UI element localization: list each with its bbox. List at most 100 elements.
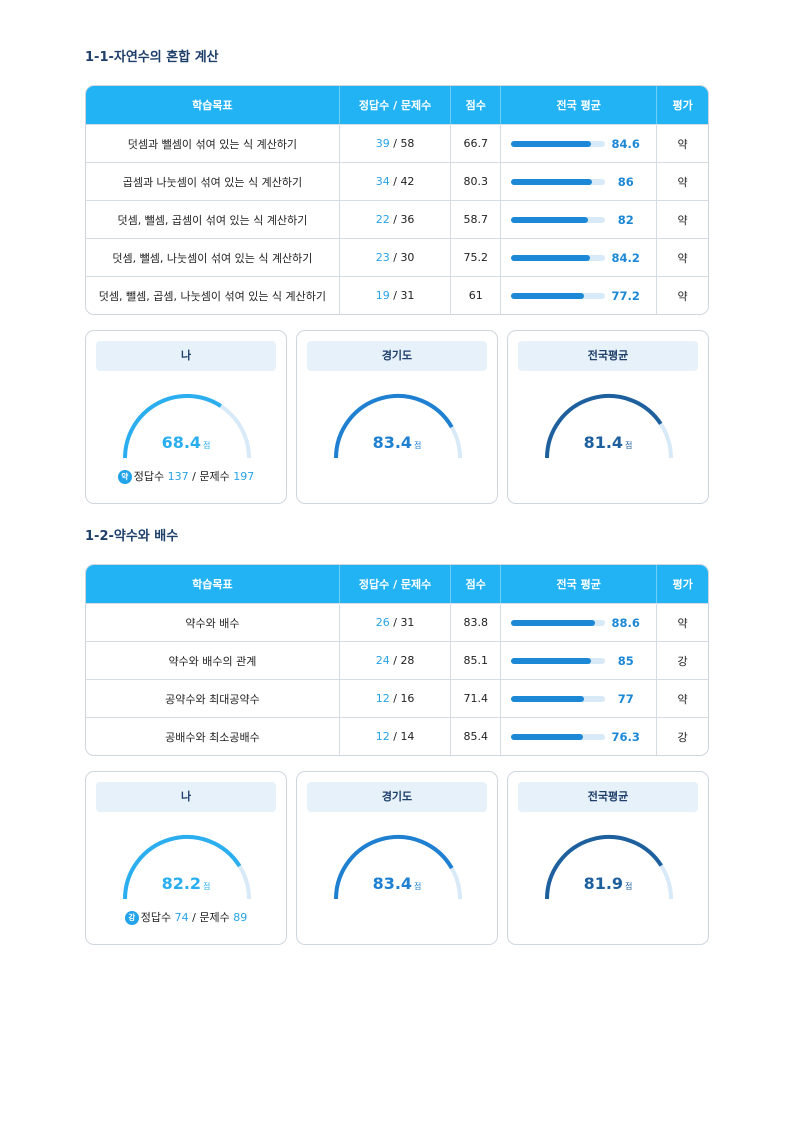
average-value: 82 [617,212,634,227]
score-display: 81.4 점 [508,433,708,452]
total-count: 36 [400,213,415,226]
total-label: 문제수 [199,911,230,924]
grade-cell: 약 [657,276,708,314]
national-average-cell: 86 [501,162,658,200]
goal-cell: 덧셈과 뺄셈이 섞여 있는 식 계산하기 [86,124,340,162]
score-cell: 66.7 [451,124,502,162]
score-unit: 점 [203,441,211,450]
national-average-cell: 85 [501,641,658,679]
correct-total-cell: 19 / 31 [339,276,452,314]
correct-count: 23 [375,251,390,264]
section-title: 1-2-약수와 배수 [85,529,179,544]
score-display: 81.9 점 [508,874,708,893]
average-bar [511,733,606,740]
average-bar [511,619,606,626]
national-score-card: 전국평균 81.9 점 [507,771,709,945]
correct-count: 12 [375,730,390,743]
header-score: 점수 [451,86,502,124]
header-score: 점수 [451,565,502,603]
header-goal: 학습목표 [86,86,340,124]
score-gauge [545,394,673,459]
goals-table: 학습목표 정답수 / 문제수 점수 전국 평균 평가 약수와 배수 26 / 31… [85,564,709,756]
national-average-cell: 88.6 [501,603,658,641]
average-value: 86 [617,174,634,189]
table-row: 약수와 배수의 관계 24 / 28 85.1 85 강 [86,641,708,679]
score-cards: 나 82.2 점 강 정답수 74 / 문제수 89 경기도 83.4 점 전국평균 81.9 점 [85,771,709,945]
score-cell: 85.1 [451,641,502,679]
score-gauge [334,834,462,900]
table-row: 덧셈, 뺄셈, 곱셈, 나눗셈이 섞여 있는 식 계산하기 19 / 31 61 77… [86,276,708,314]
correct-total-cell: 12 / 14 [339,717,452,755]
total-count: 89 [233,911,248,924]
my-score-card: 나 82.2 점 강 정답수 74 / 문제수 89 [85,771,287,945]
average-bar-fill [511,292,584,299]
average-bar-fill [511,216,589,223]
score-unit: 점 [625,882,633,891]
header-national-average: 전국 평균 [501,565,658,603]
correct-count: 12 [375,692,390,705]
table-row: 덧셈, 뺄셈, 나눗셈이 섞여 있는 식 계산하기 23 / 30 75.2 84.2… [86,238,708,276]
total-label: 문제수 [199,470,230,483]
section-1: 1-1-자연수의 혼합 계산 학습목표 정답수 / 문제수 점수 전국 평균 평… [85,48,709,504]
average-bar-fill [511,733,583,740]
score-value: 81.4 [583,433,624,452]
goal-cell: 약수와 배수의 관계 [86,641,340,679]
goal-cell: 덧셈, 뺄셈, 나눗셈이 섞여 있는 식 계산하기 [86,238,340,276]
score-cell: 61 [451,276,502,314]
average-bar [511,140,606,147]
gauge-fill [334,393,454,459]
table-header-row: 학습목표 정답수 / 문제수 점수 전국 평균 평가 [86,565,708,603]
average-bar [511,178,606,185]
national-average-cell: 77.2 [501,276,658,314]
correct-total-cell: 23 / 30 [339,238,452,276]
card-title: 나 [96,341,276,371]
score-value: 83.4 [372,433,413,452]
score-cell: 85.4 [451,717,502,755]
correct-total-cell: 34 / 42 [339,162,452,200]
grade-cell: 약 [657,124,708,162]
correct-count: 39 [375,137,390,150]
my-score-card: 나 68.4 점 약 정답수 137 / 문제수 197 [85,330,287,504]
gauge-fill [334,834,454,900]
section-title: 1-1-자연수의 혼합 계산 [85,50,219,65]
goal-cell: 공배수와 최소공배수 [86,717,340,755]
province-score-card: 경기도 83.4 점 [296,771,498,945]
average-value: 77 [617,691,634,706]
score-display: 82.2 점 [86,874,286,893]
correct-label: 정답수 [133,470,165,483]
correct-count: 22 [375,213,390,226]
goal-cell: 덧셈, 뺄셈, 곱셈이 섞여 있는 식 계산하기 [86,200,340,238]
average-bar-fill [511,140,591,147]
correct-count: 26 [375,616,390,629]
correct-count: 24 [375,654,390,667]
table-row: 공약수와 최대공약수 12 / 16 71.4 77 약 [86,679,708,717]
score-display: 68.4 점 [86,433,286,452]
average-value: 77.2 [611,288,640,303]
average-value: 84.6 [611,136,640,151]
gauge-fill [545,394,663,459]
correct-total-cell: 26 / 31 [339,603,452,641]
average-bar-fill [511,178,593,185]
card-title: 전국평균 [518,782,698,812]
grade-badge: 강 [124,911,139,925]
header-correct-total: 정답수 / 문제수 [339,86,452,124]
card-title: 경기도 [307,782,487,812]
grade-cell: 약 [657,679,708,717]
score-cell: 58.7 [451,200,502,238]
correct-count: 34 [375,175,390,188]
national-average-cell: 84.6 [501,124,658,162]
header-grade: 평가 [657,565,708,603]
grade-cell: 약 [657,162,708,200]
average-bar [511,216,606,223]
province-score-card: 경기도 83.4 점 [296,330,498,504]
average-bar-fill [511,657,592,664]
average-bar-fill [511,619,595,626]
average-bar [511,695,606,702]
national-average-cell: 82 [501,200,658,238]
national-average-cell: 76.3 [501,717,658,755]
card-title: 나 [96,782,276,812]
score-cell: 75.2 [451,238,502,276]
score-gauge [545,835,673,900]
score-unit: 점 [414,882,422,891]
goal-cell: 곱셈과 나눗셈이 섞여 있는 식 계산하기 [86,162,340,200]
